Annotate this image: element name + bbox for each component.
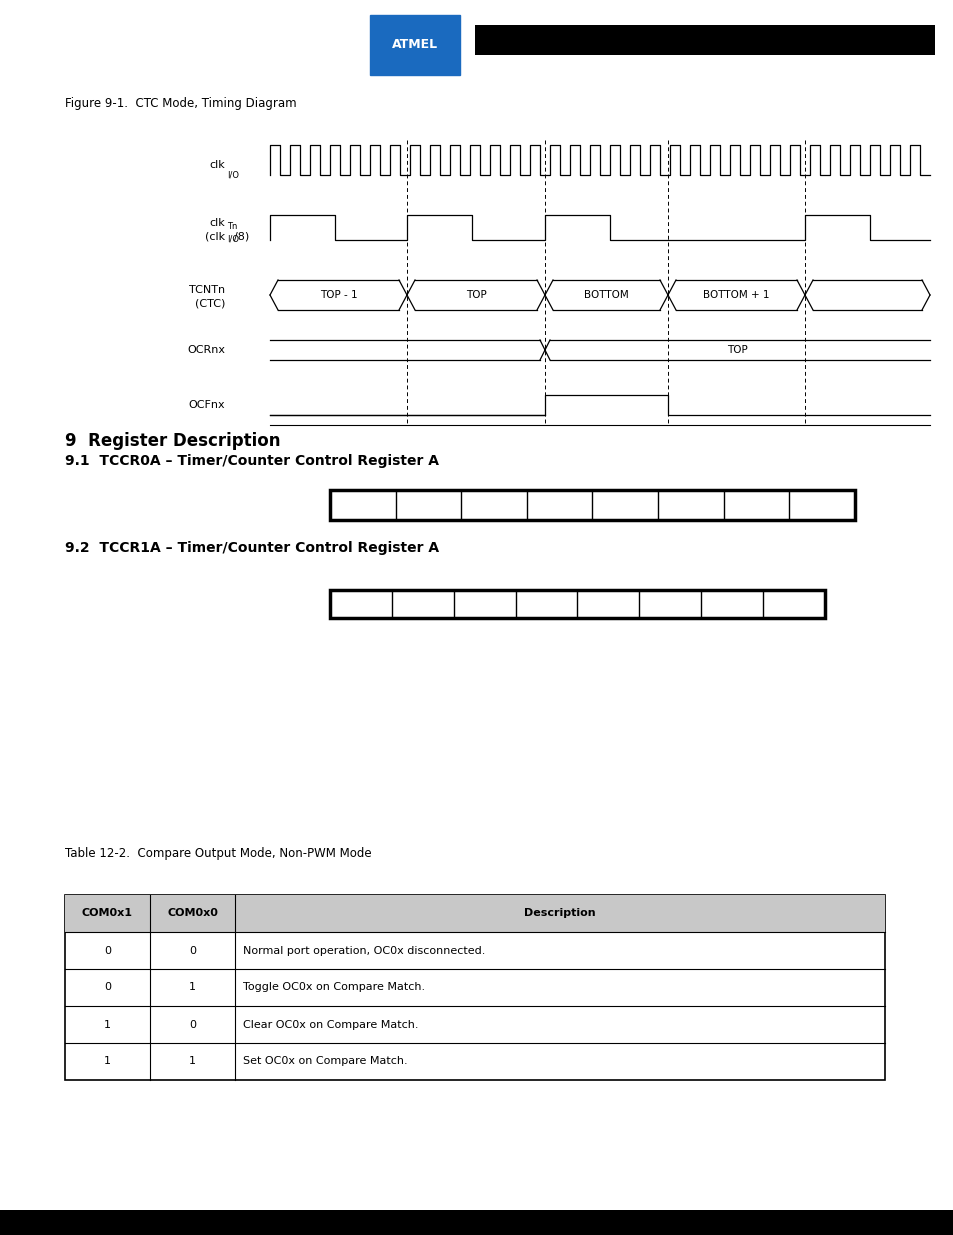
Text: Tn: Tn	[227, 222, 237, 231]
Text: 0: 0	[104, 946, 111, 956]
Text: (clk: (clk	[205, 231, 225, 242]
Text: COM0x0: COM0x0	[167, 909, 217, 919]
Text: 1: 1	[189, 983, 195, 993]
Text: 0: 0	[104, 983, 111, 993]
Text: TOP: TOP	[465, 290, 486, 300]
Text: 1: 1	[104, 1020, 111, 1030]
Text: 9.1  TCCR0A – Timer/Counter Control Register A: 9.1 TCCR0A – Timer/Counter Control Regis…	[65, 454, 438, 468]
Text: Table 12-2.  Compare Output Mode, Non-PWM Mode: Table 12-2. Compare Output Mode, Non-PWM…	[65, 847, 372, 860]
Bar	[330, 590, 824, 618]
Text: Description: Description	[523, 909, 596, 919]
Text: ATMEL: ATMEL	[392, 38, 437, 52]
Text: 1: 1	[104, 1056, 111, 1067]
Bar	[475, 25, 934, 56]
Text: TOP - 1: TOP - 1	[319, 290, 357, 300]
Text: I/O: I/O	[227, 233, 239, 243]
Text: COM0x1: COM0x1	[82, 909, 132, 919]
Text: 0: 0	[189, 1020, 195, 1030]
Text: (CTC): (CTC)	[194, 298, 225, 308]
Bar	[65, 895, 884, 932]
Text: I/O: I/O	[227, 170, 239, 179]
Text: /8): /8)	[233, 231, 249, 242]
Text: 0: 0	[189, 946, 195, 956]
Text: Figure 9-1.  CTC Mode, Timing Diagram: Figure 9-1. CTC Mode, Timing Diagram	[65, 98, 296, 110]
Text: OCRnx: OCRnx	[187, 345, 225, 354]
Text: clk: clk	[209, 161, 225, 170]
Text: TOP: TOP	[726, 345, 747, 354]
Text: Toggle OC0x on Compare Match.: Toggle OC0x on Compare Match.	[243, 983, 425, 993]
Text: 9.2  TCCR1A – Timer/Counter Control Register A: 9.2 TCCR1A – Timer/Counter Control Regis…	[65, 541, 438, 555]
Text: clk: clk	[209, 219, 225, 228]
Bar	[330, 490, 854, 520]
Text: 1: 1	[189, 1056, 195, 1067]
Bar	[0, 1210, 953, 1235]
Text: Clear OC0x on Compare Match.: Clear OC0x on Compare Match.	[243, 1020, 418, 1030]
Text: Set OC0x on Compare Match.: Set OC0x on Compare Match.	[243, 1056, 407, 1067]
Text: BOTTOM: BOTTOM	[583, 290, 628, 300]
Text: BOTTOM + 1: BOTTOM + 1	[702, 290, 769, 300]
Text: OCFnx: OCFnx	[188, 400, 225, 410]
Text: Normal port operation, OC0x disconnected.: Normal port operation, OC0x disconnected…	[243, 946, 485, 956]
Bar	[65, 895, 884, 1079]
Text: TCNTn: TCNTn	[189, 285, 225, 295]
Text: 9  Register Description: 9 Register Description	[65, 432, 280, 450]
Bar	[370, 15, 459, 75]
